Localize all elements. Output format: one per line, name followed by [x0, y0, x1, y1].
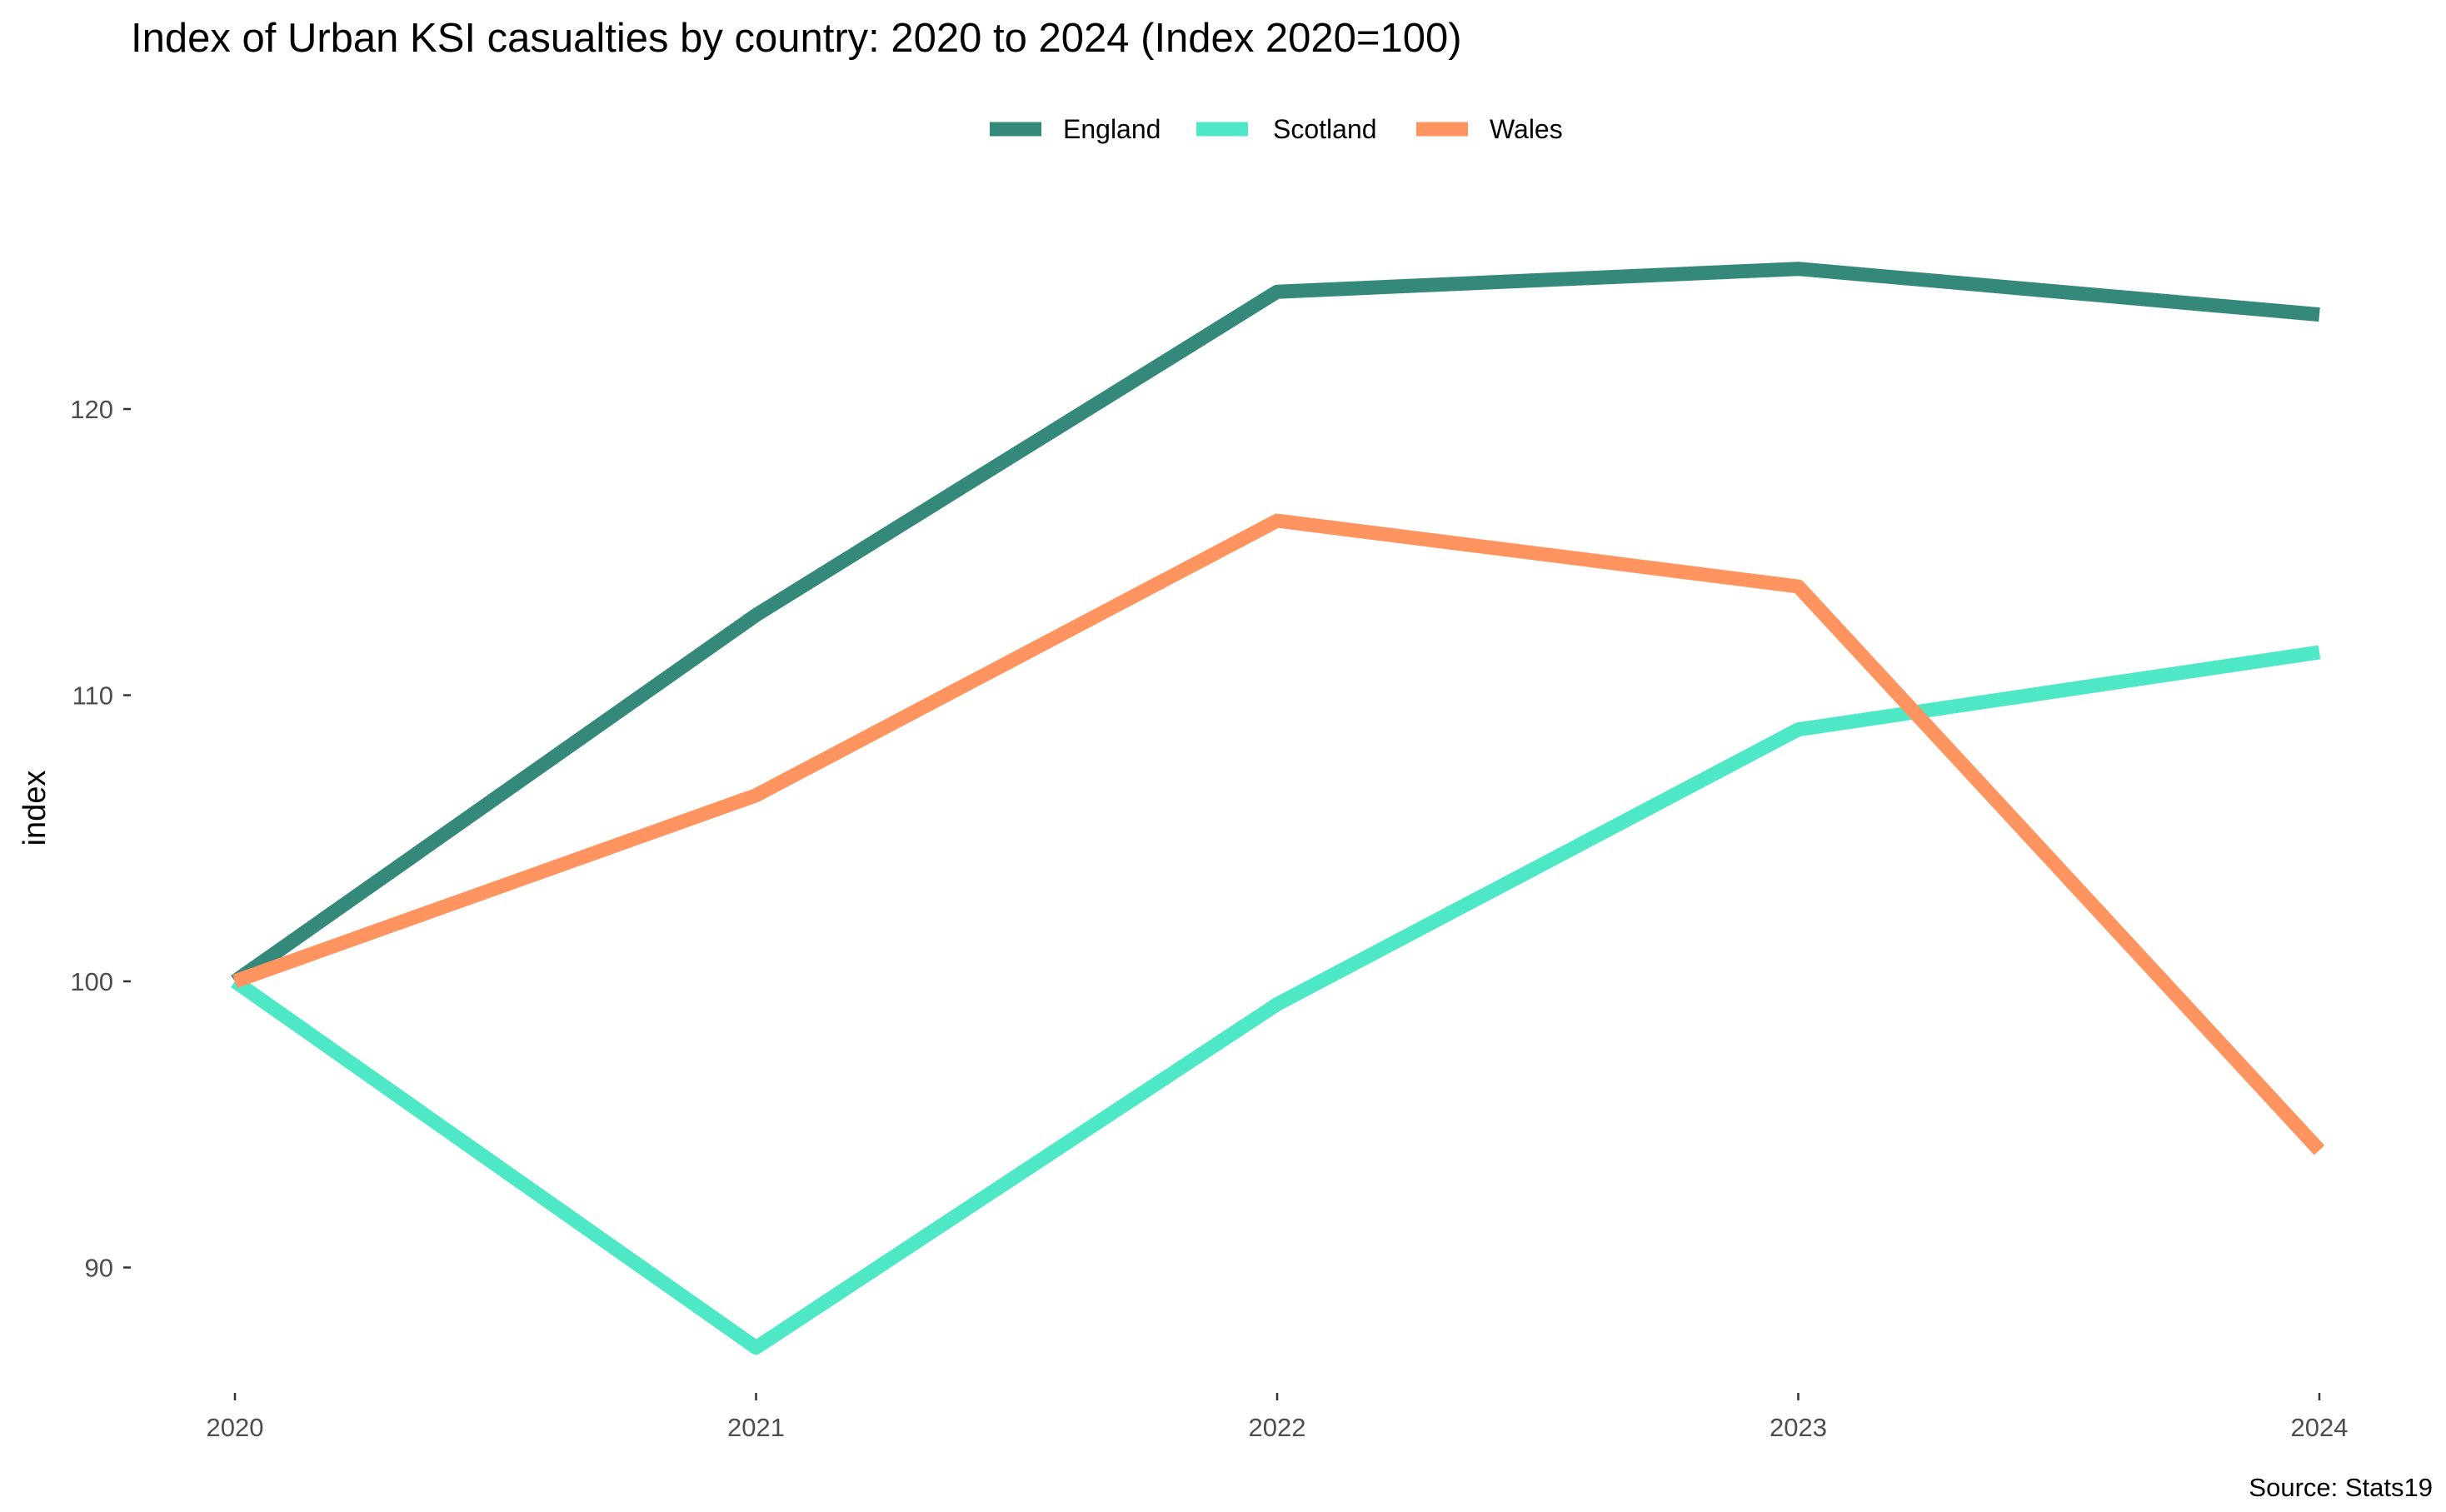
- series-line-wales: [232, 513, 2325, 1155]
- legend-label: England: [1063, 114, 1161, 144]
- x-tick-label: 2021: [727, 1413, 785, 1442]
- legend: England Scotland Wales: [990, 114, 1563, 144]
- series-line-scotland: [231, 645, 2321, 1355]
- chart-title: Index of Urban KSI casualties by country…: [131, 16, 1462, 61]
- x-tick-label: 2023: [1770, 1413, 1827, 1442]
- chart-caption: Source: Stats19: [2249, 1473, 2433, 1502]
- y-axis-title: index: [17, 771, 52, 846]
- y-tick-label: 110: [72, 681, 113, 711]
- x-axis: 2020 2021 2022 2023 2024: [207, 1393, 2349, 1442]
- x-tick-label: 2024: [2291, 1413, 2349, 1442]
- series-line-england: [231, 262, 2320, 987]
- legend-label: Scotland: [1273, 114, 1377, 144]
- y-tick-label: 90: [85, 1254, 113, 1283]
- y-tick-label: 120: [70, 395, 113, 424]
- y-axis: 90 100 110 120: [70, 395, 131, 1283]
- legend-label: Wales: [1490, 114, 1563, 144]
- x-tick-label: 2020: [207, 1413, 264, 1442]
- legend-item-wales: Wales: [1416, 114, 1563, 144]
- series-lines: [231, 262, 2325, 1355]
- x-tick-label: 2022: [1249, 1413, 1306, 1442]
- legend-item-scotland: Scotland: [1196, 114, 1377, 144]
- legend-item-england: England: [990, 114, 1161, 144]
- y-tick-label: 100: [70, 967, 113, 996]
